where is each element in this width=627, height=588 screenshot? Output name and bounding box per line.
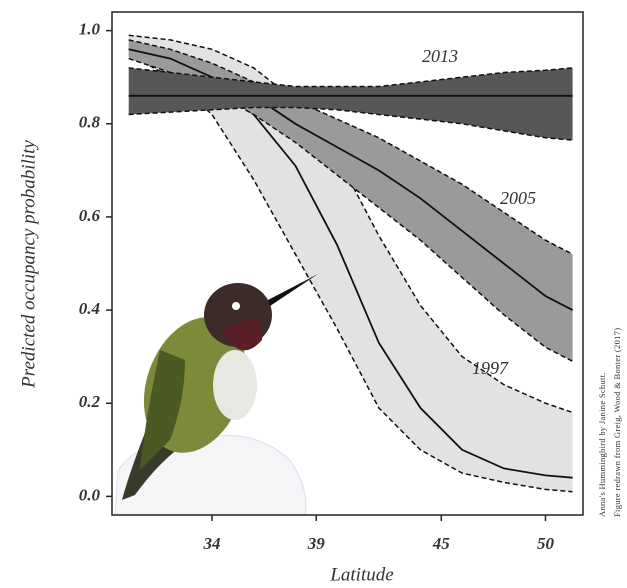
y-tick-label: 0.8 bbox=[79, 113, 101, 132]
confidence-band bbox=[128, 35, 573, 492]
x-tick-label: 50 bbox=[537, 534, 555, 553]
upper-bound bbox=[128, 34, 573, 414]
y-tick-label: 1.0 bbox=[79, 20, 101, 39]
y-tick-label: 0.4 bbox=[79, 299, 100, 318]
lower-bound bbox=[128, 106, 573, 141]
bird-breast bbox=[213, 350, 257, 420]
confidence-band bbox=[128, 67, 573, 141]
credit: Figure redrawn from Greig, Wood & Bonter… bbox=[612, 328, 622, 517]
lower-bound bbox=[128, 53, 573, 493]
x-tick-label: 45 bbox=[432, 534, 451, 553]
bird-gorget bbox=[222, 318, 263, 351]
confidence-band bbox=[128, 39, 573, 362]
x-axis-title: Latitude bbox=[329, 564, 393, 585]
series-line bbox=[128, 48, 574, 311]
y-axis-title: Predicted occupancy probability bbox=[18, 140, 39, 389]
y-tick-label: 0.6 bbox=[79, 206, 101, 225]
y-tick-label: 0.2 bbox=[79, 392, 101, 411]
hummingbird-photo bbox=[114, 274, 318, 516]
plot-area bbox=[128, 34, 574, 493]
bird-eye bbox=[232, 302, 240, 310]
upper-bound bbox=[128, 67, 573, 88]
plot-frame bbox=[111, 11, 584, 516]
bird-beak bbox=[268, 274, 318, 306]
credit: Anna's Hummingbird by Janine Schutt. bbox=[597, 372, 607, 517]
series-label: 2013 bbox=[422, 46, 458, 66]
bird-wing bbox=[140, 350, 185, 470]
y-tick-label: 0.0 bbox=[79, 485, 101, 504]
series-label: 1997 bbox=[472, 358, 509, 378]
x-tick-label: 34 bbox=[203, 534, 221, 553]
x-tick-label: 39 bbox=[307, 534, 326, 553]
series-label: 2005 bbox=[500, 188, 536, 208]
